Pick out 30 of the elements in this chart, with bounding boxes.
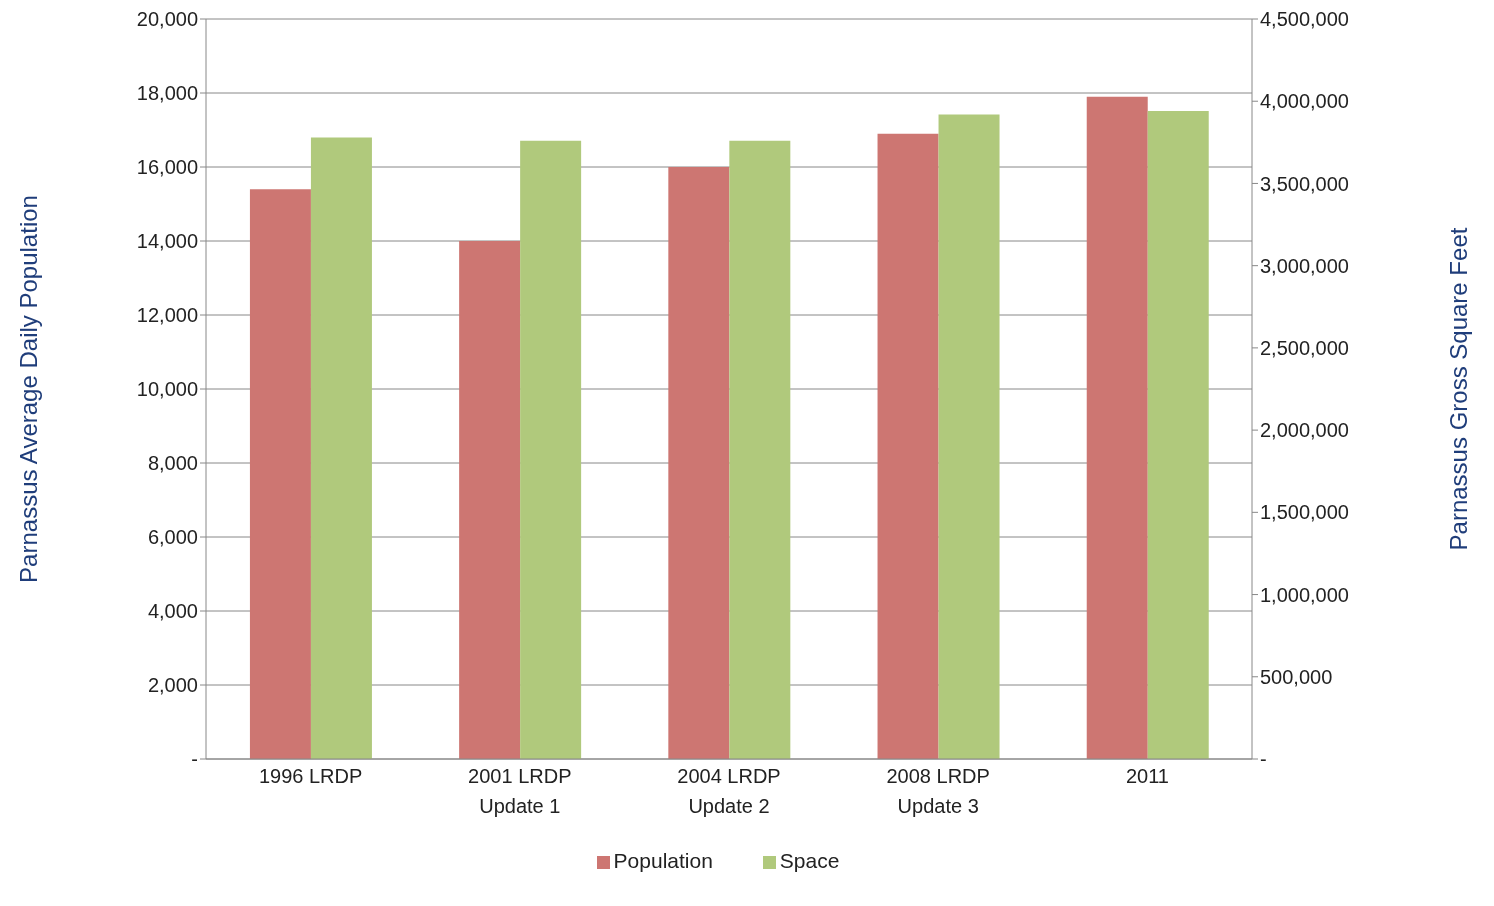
- y2-tick-label: 2,500,000: [1260, 336, 1349, 359]
- y2-axis-title: Parnassus Gross Square Feet: [1444, 227, 1472, 551]
- y2-tick-label: -: [1260, 748, 1267, 771]
- legend-label: Population: [613, 849, 713, 872]
- y2-tick-label: 2,000,000: [1260, 419, 1349, 442]
- y-tick-label: 18,000: [136, 82, 198, 105]
- y2-tick-label: 3,500,000: [1260, 172, 1349, 195]
- y-tick-label: 16,000: [136, 156, 198, 179]
- x-tick-label: 1996 LRDP: [258, 765, 363, 787]
- x-tick-label: 2004 LRDP Update 2: [677, 765, 781, 817]
- y-tick-label: 10,000: [136, 378, 198, 401]
- legend-label: Space: [779, 849, 840, 872]
- y2-tick-label: 4,000,000: [1260, 90, 1349, 113]
- y2-tick-label: 4,500,000: [1260, 8, 1349, 31]
- y-axis-title: Parnassus Average Daily Population: [14, 195, 42, 583]
- y2-tick-label: 3,000,000: [1260, 254, 1349, 277]
- x-tick-label: 2011: [1125, 765, 1169, 787]
- y2-tick-label: 1,500,000: [1260, 501, 1349, 524]
- x-tick-label: 2001 LRDP Update 1: [468, 765, 572, 817]
- y-tick-label: 4,000: [147, 600, 198, 623]
- y2-tick-label: 500,000: [1260, 665, 1333, 688]
- y-tick-label: 6,000: [147, 526, 198, 549]
- y-tick-label: 8,000: [147, 452, 198, 475]
- y2-tick-label: 1,000,000: [1260, 583, 1349, 606]
- y-tick-label: 20,000: [136, 8, 198, 31]
- y-tick-label: 12,000: [136, 304, 198, 327]
- x-tick-label: 2008 LRDP Update 3: [886, 765, 990, 817]
- y-tick-label: 14,000: [136, 230, 198, 253]
- y-tick-label: -: [191, 748, 198, 771]
- y-tick-label: 2,000: [147, 674, 198, 697]
